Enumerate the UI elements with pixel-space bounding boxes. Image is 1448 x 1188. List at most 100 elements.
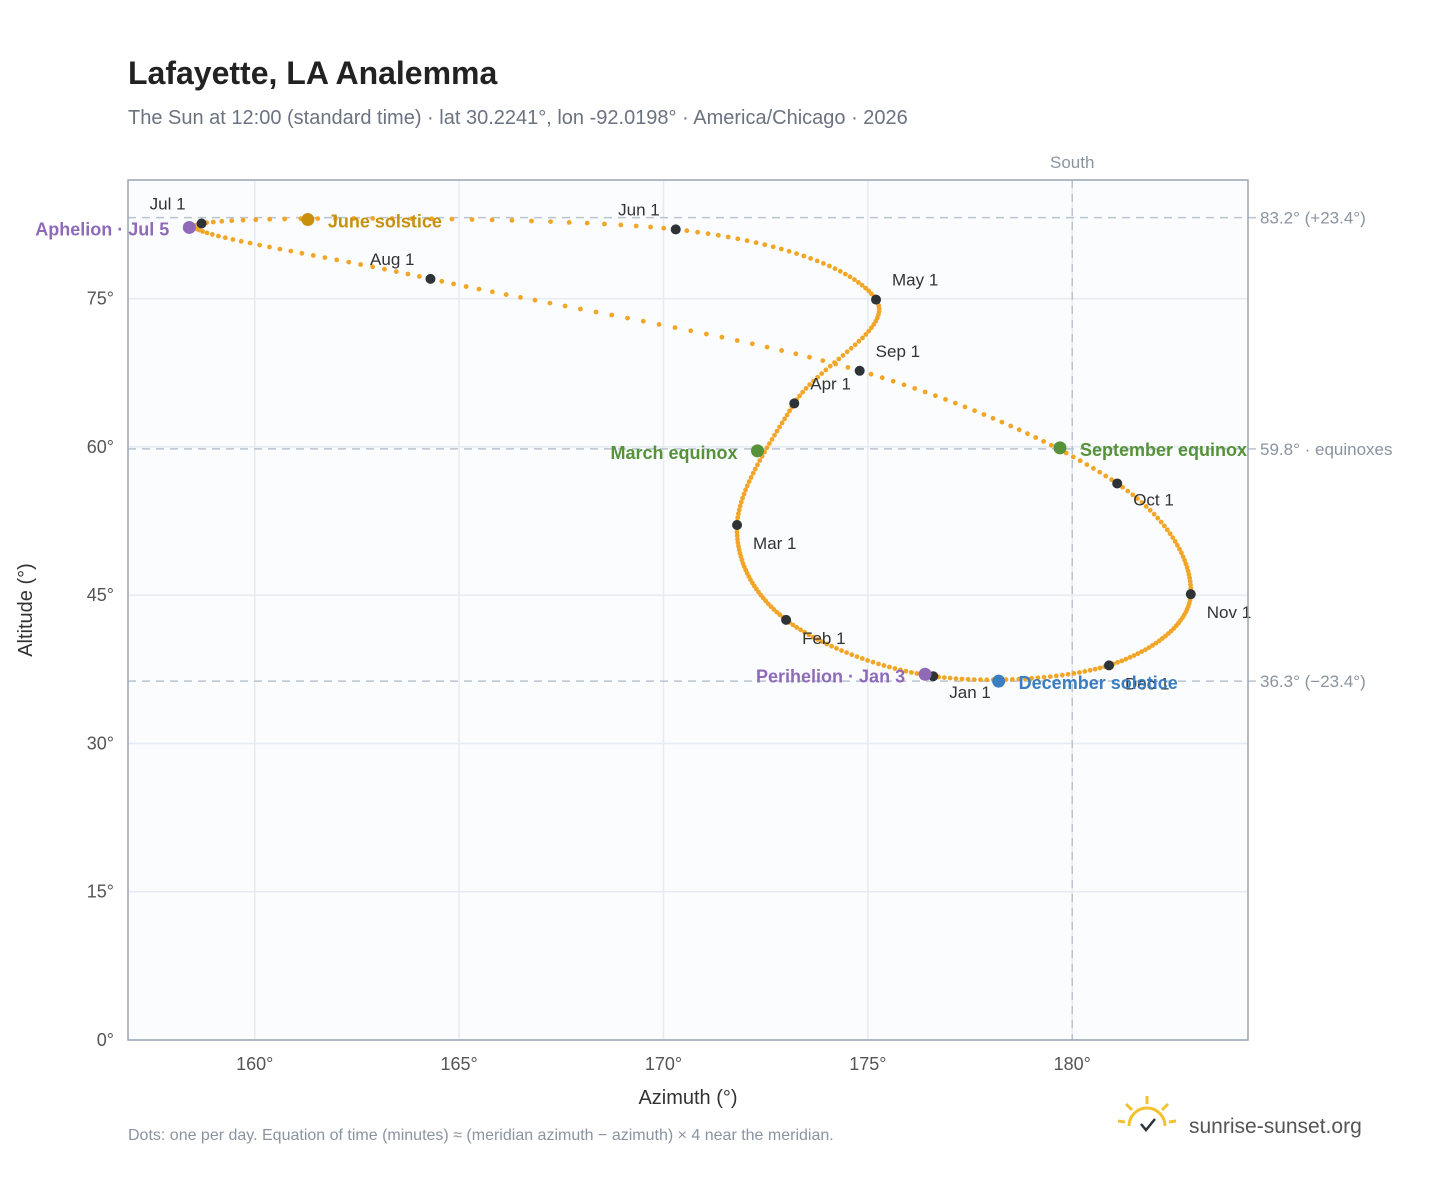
daily-dot bbox=[315, 216, 321, 222]
daily-dot bbox=[310, 253, 316, 258]
x-axis-ticks: 160° 165° 170° 175° 180° bbox=[236, 1054, 1091, 1074]
daily-dot bbox=[333, 216, 338, 221]
month-label: Jun 1 bbox=[618, 200, 660, 219]
sun-check-icon bbox=[1117, 1096, 1177, 1132]
daily-dot bbox=[769, 437, 775, 442]
daily-dot bbox=[1029, 675, 1034, 681]
daily-dot bbox=[984, 677, 990, 683]
daily-dot bbox=[1097, 469, 1103, 475]
daily-dot bbox=[860, 335, 865, 341]
daily-dot bbox=[1158, 519, 1164, 525]
reference-line-label: 36.3° (−23.4°) bbox=[1260, 672, 1366, 691]
daily-dot bbox=[463, 284, 469, 289]
daily-dot bbox=[409, 216, 415, 222]
daily-dot bbox=[439, 278, 445, 284]
daily-dot bbox=[870, 659, 876, 665]
daily-dot bbox=[737, 503, 743, 509]
daily-dot bbox=[282, 216, 288, 222]
daily-dot bbox=[1125, 488, 1131, 494]
daily-dot bbox=[786, 248, 792, 254]
footnote: Dots: one per day. Equation of time (min… bbox=[128, 1127, 834, 1144]
plot-frame bbox=[127, 179, 1249, 1041]
daily-dot bbox=[744, 238, 750, 244]
daily-dot bbox=[547, 300, 553, 306]
daily-dot bbox=[656, 322, 662, 327]
daily-dot bbox=[879, 375, 885, 381]
daily-dot bbox=[1025, 431, 1030, 437]
daily-dot bbox=[892, 666, 898, 671]
daily-dot bbox=[753, 240, 759, 246]
daily-dot bbox=[836, 356, 842, 362]
daily-dot bbox=[1033, 435, 1039, 440]
daily-dot bbox=[1087, 667, 1093, 673]
daily-dot bbox=[1070, 454, 1076, 460]
daily-dot bbox=[898, 667, 903, 673]
daily-dot bbox=[833, 361, 838, 367]
daily-dot bbox=[1161, 523, 1167, 529]
daily-dot bbox=[532, 297, 538, 303]
daily-dot bbox=[738, 499, 744, 505]
daily-dot bbox=[815, 637, 820, 642]
daily-dot bbox=[1097, 665, 1103, 671]
daily-dot bbox=[715, 232, 721, 238]
month-marker bbox=[789, 398, 800, 409]
daily-dot bbox=[1016, 676, 1022, 682]
daily-dot bbox=[1077, 458, 1083, 464]
daily-dot bbox=[229, 218, 235, 224]
event-label: Perihelion · Jan 3 bbox=[756, 666, 905, 686]
y-axis-ticks: 0° 15° 30° 45° 60° 75° bbox=[87, 289, 114, 1050]
daily-dot bbox=[618, 222, 624, 228]
daily-dot bbox=[859, 282, 865, 288]
daily-dot bbox=[782, 416, 787, 422]
daily-dot bbox=[393, 269, 399, 274]
daily-dot bbox=[852, 277, 857, 282]
daily-dot bbox=[933, 393, 938, 399]
daily-dot bbox=[1151, 511, 1157, 517]
y-tick-label: 30° bbox=[87, 733, 114, 753]
daily-dot bbox=[941, 675, 947, 680]
daily-dot bbox=[741, 491, 747, 497]
reference-line-label: 83.2° (+23.4°) bbox=[1260, 209, 1366, 228]
daily-dot bbox=[909, 670, 914, 675]
south-meridian: South bbox=[1050, 153, 1094, 1040]
daily-dot bbox=[1048, 442, 1054, 448]
daily-dot bbox=[346, 259, 352, 265]
plot-area bbox=[128, 180, 1248, 1040]
daily-dot bbox=[1177, 546, 1182, 552]
x-tick-label: 170° bbox=[645, 1054, 682, 1074]
daily-dot bbox=[952, 400, 958, 406]
daily-dot bbox=[704, 331, 709, 337]
daily-dot bbox=[1164, 527, 1170, 533]
daily-dot bbox=[625, 315, 630, 321]
daily-dot bbox=[736, 511, 741, 517]
reference-line-label: 59.8° · equinoxes bbox=[1260, 440, 1393, 459]
daily-dot bbox=[901, 382, 907, 388]
daily-dot bbox=[757, 458, 763, 463]
daily-dot bbox=[819, 639, 825, 645]
daily-dot bbox=[866, 288, 872, 294]
daily-dot bbox=[849, 652, 855, 658]
daily-dot bbox=[965, 676, 971, 682]
daily-dot bbox=[1156, 638, 1162, 644]
daily-dot bbox=[815, 374, 820, 380]
daily-dot bbox=[922, 389, 928, 395]
daily-dot bbox=[848, 345, 854, 351]
daily-dot bbox=[1139, 649, 1144, 655]
daily-dot bbox=[859, 656, 865, 661]
daily-dot bbox=[1167, 531, 1173, 537]
daily-dot bbox=[1041, 439, 1046, 444]
brand-name: sunrise-sunset.org bbox=[1189, 1115, 1362, 1138]
month-marker bbox=[871, 294, 882, 305]
daily-dot bbox=[999, 419, 1005, 425]
daily-dot bbox=[449, 216, 455, 222]
daily-dot bbox=[719, 334, 725, 340]
event-label: March equinox bbox=[610, 443, 737, 463]
daily-dot bbox=[219, 218, 225, 224]
daily-dot bbox=[772, 432, 777, 438]
daily-dot bbox=[797, 393, 802, 399]
daily-dot bbox=[762, 242, 768, 248]
daily-dot bbox=[216, 233, 221, 239]
daily-dot bbox=[1053, 673, 1059, 679]
daily-dot bbox=[790, 622, 796, 628]
daily-dot bbox=[734, 338, 740, 343]
